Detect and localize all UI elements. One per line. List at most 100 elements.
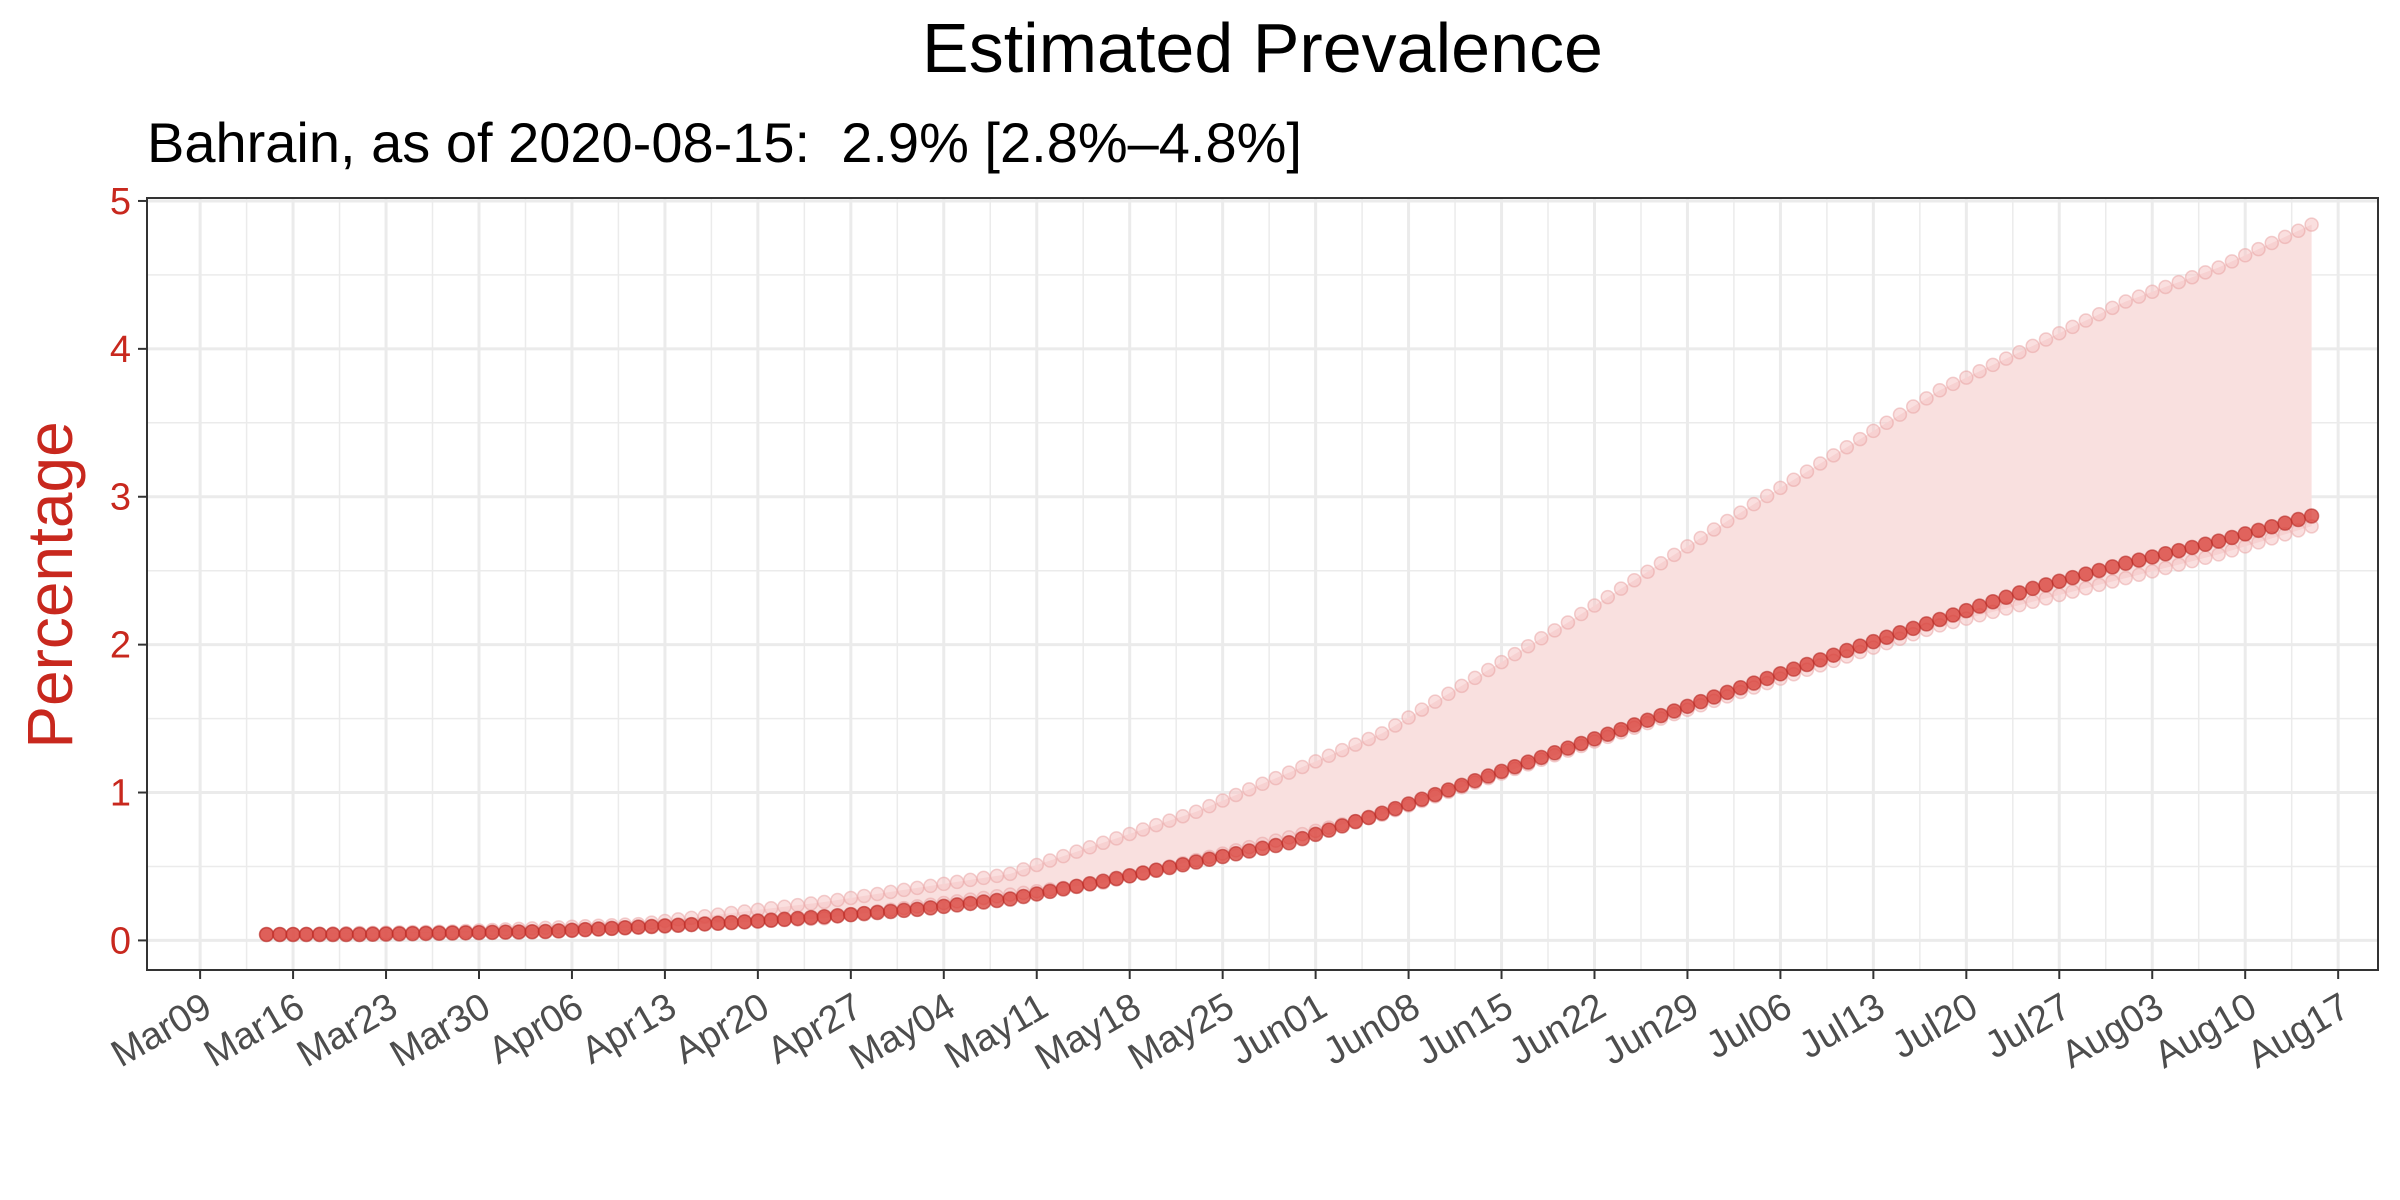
estimate-point: [604, 920, 620, 937]
estimate-point: [2303, 508, 2320, 524]
estimate-point: [1387, 800, 1404, 817]
upper-bound-point: [923, 878, 938, 894]
estimate-point: [1228, 846, 1244, 862]
upper-bound-point: [1109, 831, 1124, 846]
x-tick-label: Aug10: [2148, 985, 2264, 1076]
lower-bound-point: [2131, 567, 2147, 582]
estimate-point: [1321, 822, 1337, 838]
estimate-point: [2250, 522, 2267, 539]
estimate-point: [1440, 782, 1457, 798]
estimate-point: [1746, 675, 1762, 691]
x-tick-label: Mar23: [290, 985, 404, 1075]
upper-bound-point: [843, 890, 859, 906]
upper-bound-point: [909, 880, 925, 896]
estimate-point: [1254, 840, 1271, 857]
y-axis-label: Percentage: [14, 421, 86, 748]
estimate-point: [590, 921, 607, 937]
estimate-point: [298, 926, 315, 943]
estimate-point: [2171, 542, 2187, 559]
upper-bound-point: [1149, 817, 1164, 833]
estimate-point: [949, 897, 965, 913]
estimate-point: [404, 925, 421, 942]
upper-bound-point: [1056, 848, 1071, 864]
upper-bound-point: [963, 872, 978, 888]
estimate-point: [2197, 536, 2214, 553]
estimate-point: [617, 919, 633, 936]
upper-bound-point: [1427, 694, 1443, 709]
x-tick-label: Jun08: [1316, 985, 1427, 1073]
upper-bound-point: [2144, 284, 2160, 300]
x-tick-label: Mar09: [104, 985, 218, 1075]
estimate-point: [1945, 607, 1961, 623]
upper-bound-point: [1002, 866, 1018, 882]
lower-bound-point: [2198, 550, 2213, 566]
upper-bound-point: [1985, 357, 2001, 373]
estimate-point: [1507, 759, 1523, 775]
estimate-point: [1666, 703, 1682, 719]
estimate-point: [1799, 656, 1815, 673]
upper-bound-point: [2277, 229, 2293, 245]
estimate-point: [882, 903, 899, 920]
estimate-point: [1520, 754, 1536, 770]
upper-bound-point: [1507, 646, 1523, 662]
estimate-point: [1028, 886, 1045, 902]
estimate-point: [1998, 589, 2014, 606]
upper-bound-point: [2251, 241, 2266, 257]
estimate-point: [1015, 888, 1032, 905]
estimate-point: [789, 910, 806, 927]
estimate-point: [2157, 546, 2174, 562]
upper-bound-point: [1972, 363, 1987, 379]
estimate-point: [1971, 598, 1988, 614]
estimate-point: [763, 912, 779, 928]
estimate-point: [2064, 569, 2081, 586]
upper-bound-point: [2091, 306, 2107, 322]
upper-bound-point: [1401, 710, 1416, 725]
upper-bound-point: [1919, 391, 1934, 406]
upper-bound-point: [1653, 556, 1669, 571]
estimate-point: [736, 914, 753, 930]
estimate-point: [909, 901, 925, 918]
upper-bound-point: [1786, 472, 1801, 487]
upper-bound-point: [2065, 319, 2080, 335]
estimate-point: [1573, 735, 1589, 752]
x-tick-label: May25: [1121, 985, 1241, 1078]
lower-bound-point: [2171, 557, 2187, 572]
estimate-point: [524, 924, 540, 940]
estimate-point: [936, 898, 952, 915]
upper-bound-point: [1295, 759, 1310, 775]
upper-bound-point: [830, 892, 845, 908]
upper-bound-point: [1959, 370, 1974, 385]
upper-bound-point: [1826, 448, 1841, 463]
upper-bound-point: [1520, 638, 1536, 654]
upper-bound-point: [1454, 678, 1469, 694]
x-tick-label: Aug03: [2055, 985, 2171, 1076]
upper-bound-point: [1945, 376, 1961, 392]
lower-bound-point: [2237, 539, 2253, 554]
estimate-point: [1812, 652, 1828, 668]
estimate-point: [2024, 580, 2041, 597]
estimate-point: [962, 895, 979, 912]
estimate-point: [1414, 791, 1430, 808]
estimate-point: [1839, 642, 1855, 659]
estimate-point: [803, 909, 819, 926]
upper-bound-point: [803, 896, 819, 911]
upper-bound-point: [1613, 581, 1629, 596]
estimate-point: [2117, 555, 2134, 572]
upper-bound-point: [1666, 547, 1682, 563]
estimate-point: [1653, 707, 1669, 724]
upper-bound-point: [2105, 300, 2120, 316]
lower-bound-point: [2118, 570, 2133, 586]
estimate-point: [1852, 638, 1868, 654]
upper-bound-point: [2198, 265, 2213, 280]
estimate-point: [670, 917, 686, 933]
estimate-point: [1785, 661, 1802, 677]
estimate-point: [1533, 749, 1550, 766]
estimate-point: [1334, 818, 1350, 834]
y-tick-label: 0: [110, 920, 131, 962]
estimate-point: [351, 926, 368, 943]
estimate-point: [2144, 549, 2160, 565]
upper-bound-point: [1733, 505, 1748, 520]
upper-bound-point: [777, 899, 792, 914]
estimate-point: [1892, 625, 1908, 641]
upper-bound-point: [1122, 826, 1137, 842]
